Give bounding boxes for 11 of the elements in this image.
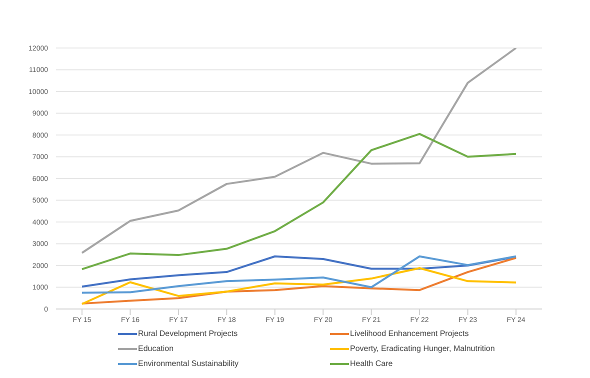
legend-label: Rural Development Projects xyxy=(138,329,238,338)
line-series xyxy=(81,256,517,305)
legend-label: Health Care xyxy=(350,359,393,368)
line-series xyxy=(81,132,517,270)
line-series xyxy=(81,48,517,254)
legend-label: Environmental Sustainability xyxy=(138,359,238,368)
line-series xyxy=(81,255,517,294)
legend-label: Livelihood Enhancement Projects xyxy=(350,329,469,338)
line-series xyxy=(81,267,517,305)
legend-label: Poverty, Eradicating Hunger, Malnutrition xyxy=(350,344,495,353)
legend-label: Education xyxy=(138,344,174,353)
